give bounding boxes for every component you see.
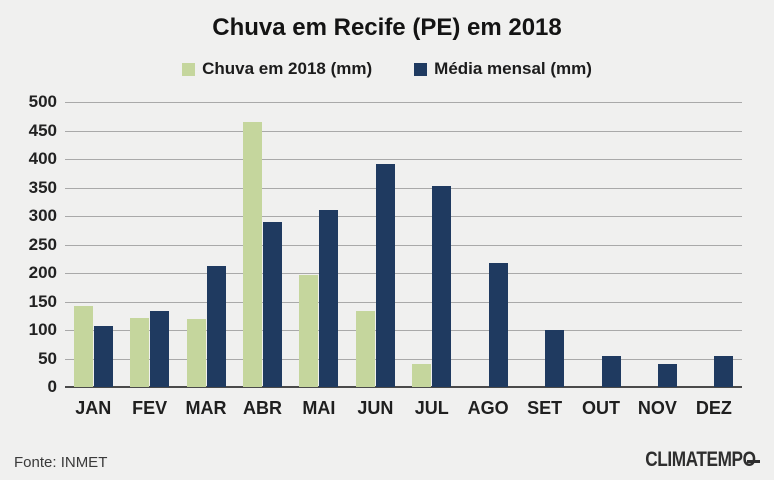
bar-group [686,102,742,387]
x-tick-label: AGO [467,398,509,418]
legend-swatch-media-mensal [414,62,428,76]
y-tick-label: 200 [28,263,57,282]
x-tick-label: MAI [302,398,336,418]
bar-media-mensal [545,330,565,387]
x-tick-label: NOV [637,398,677,418]
bar-groups [65,102,742,387]
source-text: Fonte: INMET [14,454,108,471]
legend-item-media-mensal: Média mensal (mm) [414,59,592,79]
bar-chuva-2018 [186,318,206,387]
y-axis-labels: 0 50 100 150 200 250 300 350 400 450 500 [0,92,57,396]
x-axis-line [65,386,742,388]
bar-group [629,102,685,387]
bar-group [516,102,572,387]
x-axis-labels: JAN FEV MAR ABR MAI JUN JUL AGO SET OUT NOV DEZ [65,398,742,419]
y-tick-label: 250 [28,234,57,254]
y-tick-label: 100 [28,320,57,339]
bar-media-mensal [375,163,395,387]
bar-chuva-2018 [130,318,150,387]
bar-media-mensal [432,185,452,387]
legend: Chuva em 2018 (mm) Média mensal (mm) [0,59,774,79]
y-tick-label: 50 [38,348,57,368]
bar-media-mensal [262,221,282,387]
legend-label-chuva-2018: Chuva em 2018 (mm) [202,59,373,78]
gridline [65,187,742,189]
y-tick-label: 300 [28,206,57,225]
bar-group [404,102,460,387]
bar-media-mensal [206,266,226,387]
plot-area [65,102,742,388]
bar-media-mensal [601,355,621,387]
x-tick-label: DEZ [695,398,732,418]
legend-label-media-mensal: Média mensal (mm) [434,59,592,78]
x-tick-label: MAR [185,398,227,418]
bar-media-mensal [488,263,508,387]
gridline [65,244,742,246]
bar-media-mensal [657,364,677,387]
gridline [65,330,742,331]
y-tick-label: 0 [47,377,57,396]
bar-chuva-2018 [299,274,319,387]
legend-swatch-chuva-2018 [182,62,196,76]
bar-chuva-2018 [355,311,375,387]
gridline [65,273,742,274]
x-tick-label: JAN [75,398,112,418]
gridline [65,216,742,217]
gridline [65,159,742,160]
gridline [65,301,742,303]
bar-media-mensal [714,355,734,387]
gridline [65,358,742,360]
x-tick-label: ABR [242,398,282,418]
bar-chuva-2018 [412,364,432,387]
climatempo-logo-text: CLIMATEMPO [645,448,757,471]
y-tick-label: 450 [28,120,57,140]
chart-title: Chuva em Recife (PE) em 2018 [212,14,562,41]
y-tick-label: 400 [28,149,57,168]
y-tick-label: 350 [28,177,57,197]
x-tick-label: SET [527,398,563,418]
bar-chuva-2018 [242,121,262,387]
bar-group [178,102,234,387]
climatempo-logo: CLIMATEMPO [621,448,760,472]
gridline [65,130,742,132]
bar-group [347,102,403,387]
bar-media-mensal [319,210,339,387]
logo-arrow-icon [747,459,760,463]
y-tick-label: 150 [28,291,57,311]
bar-group [573,102,629,387]
bar-group [291,102,347,387]
x-tick-label: OUT [582,398,620,418]
bar-group [121,102,177,387]
bar-chuva-2018 [73,306,93,387]
gridline [65,102,742,103]
y-tick-label: 500 [28,92,57,111]
legend-item-chuva-2018: Chuva em 2018 (mm) [182,59,372,79]
bar-group [460,102,516,387]
x-tick-label: JUN [357,398,394,418]
bar-media-mensal [150,311,170,387]
bar-group [234,102,290,387]
bar-media-mensal [93,326,113,387]
x-tick-label: JUL [414,398,449,418]
x-tick-label: FEV [132,398,168,418]
bar-group [65,102,121,387]
